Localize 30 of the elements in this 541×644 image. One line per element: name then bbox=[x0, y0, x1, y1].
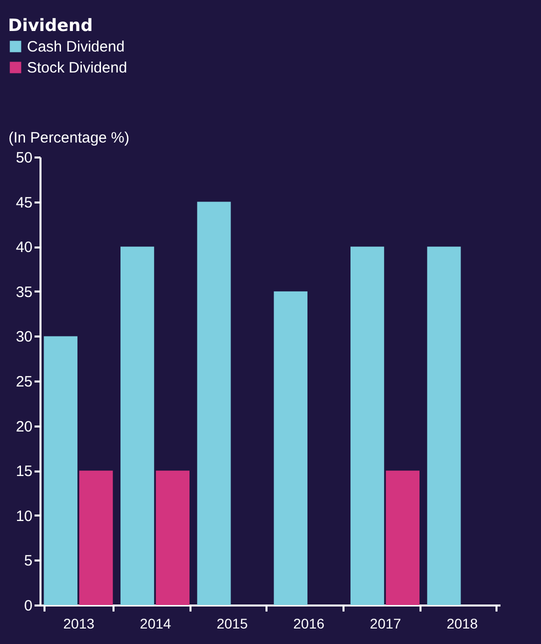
legend-label: Stock Dividend bbox=[27, 60, 128, 76]
y-tick-label: 50 bbox=[16, 150, 32, 166]
bar bbox=[386, 470, 420, 605]
y-tick-label: 10 bbox=[16, 508, 32, 525]
y-tick-label: 25 bbox=[16, 374, 32, 390]
bar bbox=[427, 246, 461, 605]
y-tick-label: 45 bbox=[16, 194, 32, 212]
bar bbox=[44, 336, 78, 605]
x-tick-label: 2015 bbox=[216, 616, 248, 632]
y-tick-label: 15 bbox=[16, 463, 32, 480]
y-axis-title: (In Percentage %) bbox=[8, 130, 130, 146]
y-tick-label: 20 bbox=[16, 418, 32, 436]
x-tick-label: 2018 bbox=[446, 616, 478, 632]
y-tick-label: 30 bbox=[16, 328, 32, 346]
bar bbox=[274, 291, 308, 605]
x-tick-label: 2017 bbox=[370, 616, 402, 632]
y-tick-label: 40 bbox=[16, 239, 32, 256]
x-tick-label: 2013 bbox=[63, 616, 95, 632]
y-tick-label: 35 bbox=[16, 284, 32, 301]
bar bbox=[120, 246, 154, 605]
chart-title: Dividend bbox=[8, 16, 93, 36]
x-tick-label: 2016 bbox=[293, 616, 325, 632]
bar bbox=[156, 470, 190, 605]
legend-label: Cash Dividend bbox=[27, 38, 125, 56]
bar bbox=[79, 470, 113, 605]
bar bbox=[197, 202, 231, 605]
y-tick-label: 0 bbox=[24, 598, 32, 614]
y-tick-label: 5 bbox=[24, 552, 32, 570]
x-tick-label: 2014 bbox=[140, 616, 172, 632]
bar bbox=[350, 246, 384, 605]
